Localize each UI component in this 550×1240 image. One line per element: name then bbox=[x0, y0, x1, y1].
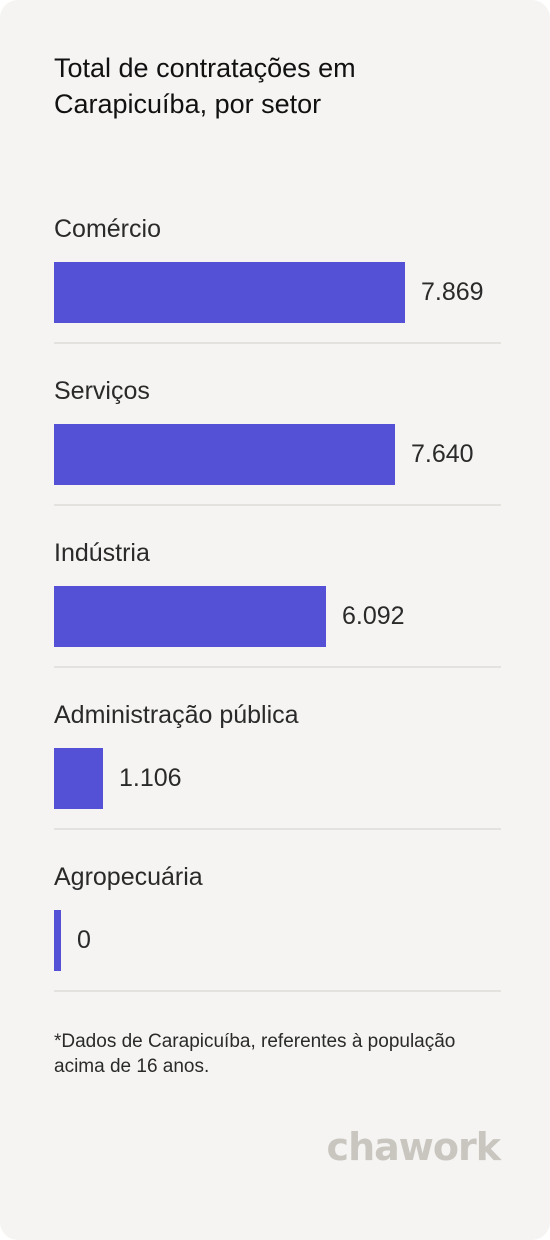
bar bbox=[54, 748, 103, 809]
category-label: Agropecuária bbox=[54, 863, 203, 891]
value-label: 1.106 bbox=[119, 764, 182, 792]
value-label: 7.869 bbox=[421, 278, 484, 306]
category-label: Administração pública bbox=[54, 701, 299, 729]
bar bbox=[54, 910, 61, 971]
row-divider bbox=[54, 504, 501, 506]
chawork-logo: chawork bbox=[327, 1125, 502, 1169]
bar bbox=[54, 262, 405, 323]
value-label: 7.640 bbox=[411, 440, 474, 468]
row-divider bbox=[54, 666, 501, 668]
row-divider bbox=[54, 342, 501, 344]
row-divider bbox=[54, 828, 501, 830]
row-divider bbox=[54, 990, 501, 992]
value-label: 0 bbox=[77, 926, 91, 954]
bar bbox=[54, 424, 395, 485]
chart-title: Total de contratações em Carapicuíba, po… bbox=[54, 53, 356, 119]
category-label: Indústria bbox=[54, 539, 150, 567]
footnote: *Dados de Carapicuíba, referentes à popu… bbox=[54, 1031, 456, 1077]
value-label: 6.092 bbox=[342, 602, 405, 630]
bar bbox=[54, 586, 326, 647]
category-label: Comércio bbox=[54, 215, 161, 243]
brand-wordmark: chawork bbox=[327, 1125, 502, 1169]
category-label: Serviços bbox=[54, 377, 150, 405]
